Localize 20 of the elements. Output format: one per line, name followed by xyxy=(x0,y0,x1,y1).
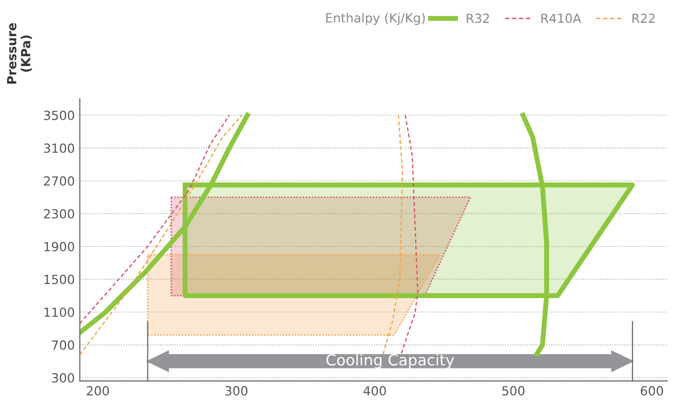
annotation: Cooling Capacity xyxy=(326,354,454,369)
y-tick-label: 1900 xyxy=(44,242,74,252)
y-tick-label: 3500 xyxy=(44,110,74,120)
legend-label: R22 xyxy=(632,14,655,23)
y-tick-label: 2700 xyxy=(44,176,74,186)
x-tick-label: 500 xyxy=(502,386,524,396)
y-tick-label: 3100 xyxy=(44,143,74,153)
x-tick-label: 300 xyxy=(225,386,248,396)
y-tick-label: 1500 xyxy=(44,274,74,284)
y-tick-label: 700 xyxy=(52,340,74,350)
y-tick-label: 2300 xyxy=(44,209,74,219)
legend-title: Enthalpy (Kj/Kg) xyxy=(326,12,425,25)
y-tick-label: 300 xyxy=(52,373,74,383)
y-tick-label: 1100 xyxy=(44,308,74,317)
x-tick-label: 200 xyxy=(86,386,109,396)
y-axis-title: Pressure (KPa) xyxy=(7,23,32,84)
legend-label: R410A xyxy=(541,14,582,24)
x-tick-label: 400 xyxy=(364,386,386,396)
x-tick-label: 600 xyxy=(640,386,663,396)
legend-label: R32 xyxy=(466,14,489,24)
